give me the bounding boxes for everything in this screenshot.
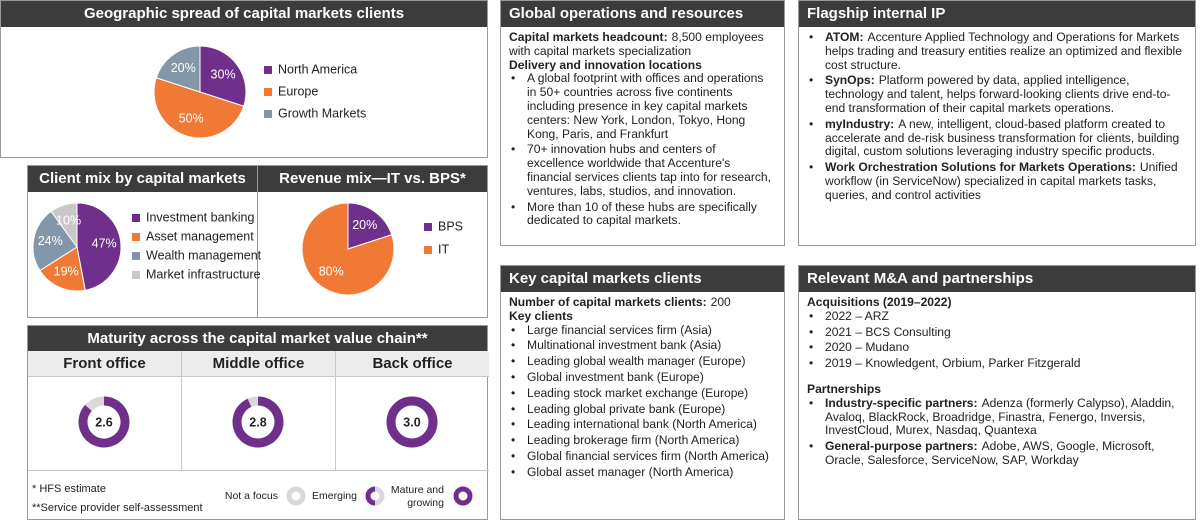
client-mix-panel: Client mix by capital markets [27, 165, 258, 318]
panel-body: ATOM:Accenture Applied Technology and Op… [799, 27, 1195, 203]
term: Industry-specific partners: [825, 395, 978, 410]
column-header: Middle office [182, 351, 336, 377]
footnote: * HFS estimate [32, 483, 106, 495]
bullet: Leading global private bank (Europe) [509, 402, 776, 417]
bullet-list: Large financial services firm (Asia)Mult… [509, 323, 776, 480]
mna-panel: Relevant M&A and partnerships Acquisitio… [798, 265, 1196, 520]
bullet: 2021 – BCS Consulting [807, 325, 1187, 340]
bullet: Leading brokerage firm (North America) [509, 433, 776, 448]
panel-title: Key capital markets clients [501, 266, 784, 292]
text: Adobe, AWS, Google, Microsoft, Oracle, S… [825, 439, 1155, 467]
bullet: Industry-specific partners:Adenza (forme… [807, 395, 1187, 438]
panel-title: Flagship internal IP [799, 1, 1195, 27]
bullet: Global asset manager (North America) [509, 465, 776, 480]
term: ATOM: [825, 30, 864, 44]
operations-panel: Global operations and resources Capital … [500, 0, 785, 246]
maturity-panel: Maturity across the capital market value… [27, 325, 489, 520]
geo-panel: Geographic spread of capital markets cli… [0, 0, 488, 158]
clients-panel: Key capital markets clients Number of ca… [500, 265, 785, 520]
text: 8,500 employees with capital markets spe… [509, 30, 764, 58]
term: General-purpose partners: [825, 439, 978, 454]
bullet: 70+ innovation hubs and centers of excel… [509, 142, 776, 198]
bullet: 2019 – Knowledgent, Orbium, Parker Fitzg… [807, 356, 1187, 371]
panel-title: Client mix by capital markets [28, 166, 257, 192]
ip-panel: Flagship internal IP ATOM:Accenture Appl… [798, 0, 1196, 246]
term: Number of capital markets clients: [509, 295, 707, 309]
bullet: Leading stock market exchange (Europe) [509, 386, 776, 401]
term: myIndustry: [825, 116, 895, 131]
text: Platform powered by data, applied intell… [825, 73, 1171, 115]
panel-body: Capital markets headcount: 8,500 employee… [501, 27, 784, 228]
text: A new, intelligent, cloud-based platform… [825, 116, 1180, 159]
panel-body: Number of capital markets clients: 200 Key… [501, 292, 784, 480]
footnote: **Service provider self-assessment [32, 502, 203, 514]
legend-label: Not a focus [224, 490, 278, 502]
bullet: General-purpose partners:Adobe, AWS, Goo… [807, 439, 1187, 468]
headcount: Capital markets headcount: 8,500 employee… [509, 30, 776, 59]
text: 200 [710, 295, 731, 309]
bullet: Multinational investment bank (Asia) [509, 339, 776, 353]
panel-title: Global operations and resources [501, 1, 784, 27]
panel-title: Revenue mix—IT vs. BPS* [258, 166, 487, 192]
bullet: 2020 – Mudano [807, 341, 1187, 355]
bullet: Leading global wealth manager (Europe) [509, 354, 776, 369]
term: Capital markets headcount: [509, 30, 668, 44]
text: Accenture Applied Technology and Operati… [825, 30, 1182, 72]
panel-title: Relevant M&A and partnerships [799, 266, 1195, 292]
bullet: Global financial services firm (North Am… [509, 449, 776, 464]
subheading: Delivery and innovation locations [509, 57, 702, 72]
bullet-list: Industry-specific partners:Adenza (forme… [807, 395, 1187, 468]
bullet: Leading international bank (North Americ… [509, 418, 776, 432]
bullet: SynOps:Platform powered by data, applied… [807, 73, 1187, 115]
bullet: A global footprint with offices and oper… [509, 71, 776, 141]
subheading: Partnerships [807, 381, 881, 396]
bullet-list: ATOM:Accenture Applied Technology and Op… [807, 30, 1187, 203]
legend-label: Mature and growing [390, 484, 444, 509]
client-count: Number of capital markets clients: 200 [509, 295, 776, 310]
column-header: Back office [336, 351, 489, 377]
subheading: Key clients [509, 308, 573, 323]
gauge-cell [336, 377, 489, 471]
bullet: Large financial services firm (Asia) [509, 323, 776, 338]
bullet: More than 10 of these hubs are specifica… [509, 200, 776, 229]
panel-title: Maturity across the capital market value… [28, 326, 487, 352]
legend-label: Emerging [312, 490, 357, 502]
bullet: myIndustry:A new, intelligent, cloud-bas… [807, 116, 1187, 159]
gauge-cell [28, 377, 182, 471]
text: Adenza (formerly Calypso), Aladdin, Aval… [825, 395, 1175, 438]
bullet-list: 2022 – ARZ2021 – BCS Consulting2020 – Mu… [807, 309, 1187, 371]
gauge-cell [182, 377, 336, 471]
bullet: 2022 – ARZ [807, 309, 1187, 324]
bullet: Global investment bank (Europe) [509, 370, 776, 385]
column-header: Front office [28, 351, 182, 377]
bullet: ATOM:Accenture Applied Technology and Op… [807, 30, 1187, 72]
text: Unified workflow (in ServiceNow) special… [825, 160, 1178, 202]
subheading: Acquisitions (2019–2022) [807, 295, 952, 309]
panel-body: Acquisitions (2019–2022)2022 – ARZ2021 –… [799, 292, 1195, 468]
bullet-list: A global footprint with offices and oper… [509, 71, 776, 229]
term: Work Orchestration Solutions for Markets… [825, 160, 1136, 175]
panel-title: Geographic spread of capital markets cli… [1, 1, 487, 27]
revenue-mix-panel: Revenue mix—IT vs. BPS* [257, 165, 488, 318]
bullet: Work Orchestration Solutions for Markets… [807, 160, 1187, 202]
term: SynOps: [825, 73, 875, 88]
